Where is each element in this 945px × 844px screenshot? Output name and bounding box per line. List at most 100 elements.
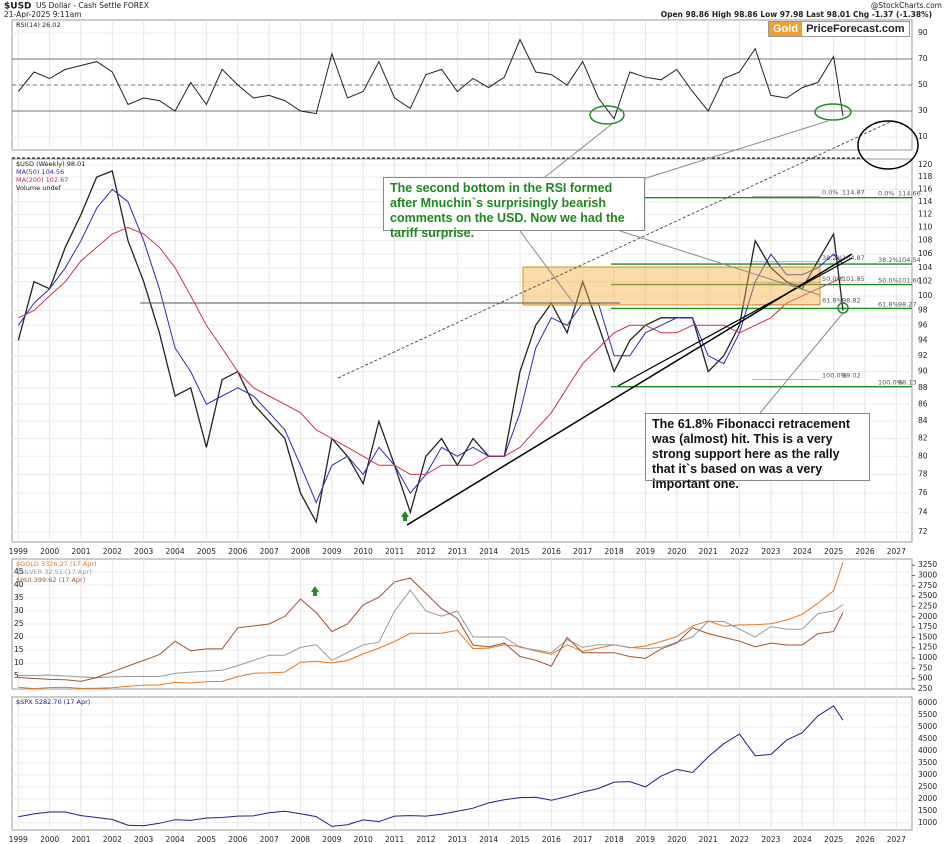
- highlight: [589, 105, 625, 125]
- x-tick-label: 2018: [605, 547, 624, 556]
- y-tick-label: 2500: [918, 782, 937, 791]
- legend-entry: $SPX 5282.70 (17 Apr): [16, 698, 90, 706]
- fib-value: 101.85: [842, 275, 865, 283]
- y-tick-label: 114: [918, 197, 933, 206]
- fib-label: 50.0%: [878, 277, 899, 285]
- y-tick-label: 40: [14, 580, 24, 589]
- date: 21-Apr-2025 9:11am: [4, 10, 82, 19]
- y-tick-label: 2000: [918, 794, 937, 803]
- y-tick-label: 72: [918, 527, 928, 536]
- y-tick-label: 30: [14, 606, 24, 615]
- logo-left: Gold: [769, 22, 803, 36]
- pointer: [759, 312, 844, 414]
- x-tick-label: 2006: [228, 547, 247, 556]
- trendline: [617, 257, 853, 387]
- x-tick-label: 2019: [636, 547, 655, 556]
- y2-tick-label: 750: [918, 663, 933, 672]
- fib-label: 38.2%: [822, 254, 843, 262]
- y2-tick-label: 500: [918, 674, 933, 683]
- x-tick-label: 2012: [416, 547, 435, 556]
- x-tick-label: 2005: [197, 547, 216, 556]
- x-tick-label: 2004: [166, 547, 185, 556]
- legend-entry: MA(50) 104.56: [16, 168, 64, 176]
- y-tick-label: 94: [918, 335, 928, 344]
- annotation: The second bottom in the RSI formed afte…: [383, 177, 645, 240]
- x-tick-label: 2010: [354, 835, 373, 844]
- fib-value: 89.02: [842, 372, 861, 380]
- fib-label: 0.0%: [878, 190, 895, 198]
- y-tick-label: 110: [918, 222, 933, 231]
- y2-tick-label: 1250: [918, 643, 937, 652]
- panel-frame: [11, 158, 913, 543]
- y-tick-label: 78: [918, 469, 928, 478]
- y2-tick-label: 1750: [918, 622, 937, 631]
- y-tick-label: 88: [918, 383, 928, 392]
- fib-value: 98.82: [842, 296, 861, 304]
- pointer: [519, 230, 576, 306]
- y2-tick-label: 1500: [918, 632, 937, 641]
- y-tick-label: 102: [918, 277, 933, 286]
- source: @StockCharts.com: [871, 1, 942, 10]
- y-tick-label: 25: [14, 619, 24, 628]
- x-tick-label: 2026: [855, 547, 874, 556]
- x-tick-label: 2004: [166, 835, 185, 844]
- fib-label: 61.8%: [878, 300, 899, 308]
- x-tick-label: 1999: [9, 835, 28, 844]
- y-tick-label: 5500: [918, 710, 937, 719]
- y-tick-label: 3500: [918, 758, 937, 767]
- y-tick-label: 20: [14, 632, 24, 641]
- y-tick-label: 106: [918, 249, 933, 258]
- y-tick-label: 5: [14, 671, 19, 680]
- x-tick-label: 2024: [793, 547, 812, 556]
- arrow: [311, 586, 319, 596]
- fib-value: 101.60: [898, 277, 921, 285]
- x-tick-label: 2017: [573, 835, 592, 844]
- y-tick-label: 3000: [918, 770, 937, 779]
- highlight: [814, 103, 852, 121]
- x-tick-label: 2023: [761, 547, 780, 556]
- y2-tick-label: 2250: [918, 601, 937, 610]
- y-tick-label: 76: [918, 488, 928, 497]
- x-tick-label: 2013: [448, 835, 467, 844]
- x-tick-label: 2008: [291, 835, 310, 844]
- x-tick-label: 2009: [322, 547, 341, 556]
- annotation: The 61.8% Fibonacci retracement was (alm…: [645, 413, 870, 491]
- x-tick-label: 2027: [887, 547, 906, 556]
- y-tick-label: 90: [918, 367, 928, 376]
- fib-value: 114.87: [842, 188, 865, 196]
- fib-label: 50.0%: [822, 275, 843, 283]
- y-tick-label: 92: [918, 351, 928, 360]
- trendline: [337, 121, 891, 379]
- x-tick-label: 2001: [71, 547, 90, 556]
- x-tick-label: 2011: [385, 835, 404, 844]
- y-tick-label: 86: [918, 399, 928, 408]
- x-tick-label: 2006: [228, 835, 247, 844]
- series-line: [18, 589, 844, 679]
- x-tick-label: 2016: [542, 835, 561, 844]
- x-tick-label: 2013: [448, 547, 467, 556]
- fib-label: 0.0%: [822, 188, 839, 196]
- x-tick-label: 2001: [71, 835, 90, 844]
- pointer: [619, 230, 821, 296]
- y-tick-label: 4500: [918, 734, 937, 743]
- x-tick-label: 2017: [573, 547, 592, 556]
- x-tick-label: 2009: [322, 835, 341, 844]
- x-tick-label: 2025: [824, 547, 843, 556]
- series-line: [17, 38, 844, 120]
- series-line: [18, 561, 844, 690]
- legend-entry: $HUI 399.62 (17 Apr): [16, 576, 85, 584]
- x-tick-label: 2003: [134, 547, 153, 556]
- x-tick-label: 2002: [103, 835, 122, 844]
- x-tick-label: 2014: [479, 547, 498, 556]
- y-tick-label: 70: [918, 54, 928, 63]
- y-tick-label: 30: [918, 106, 928, 115]
- y2-tick-label: 250: [918, 684, 933, 693]
- y-tick-label: 74: [918, 507, 928, 516]
- y-tick-label: 15: [14, 645, 24, 654]
- fib-value: 88.13: [898, 379, 917, 387]
- y-tick-label: 5000: [918, 722, 937, 731]
- x-tick-label: 2008: [291, 547, 310, 556]
- y-tick-label: 1500: [918, 806, 937, 815]
- series-line: [18, 226, 844, 475]
